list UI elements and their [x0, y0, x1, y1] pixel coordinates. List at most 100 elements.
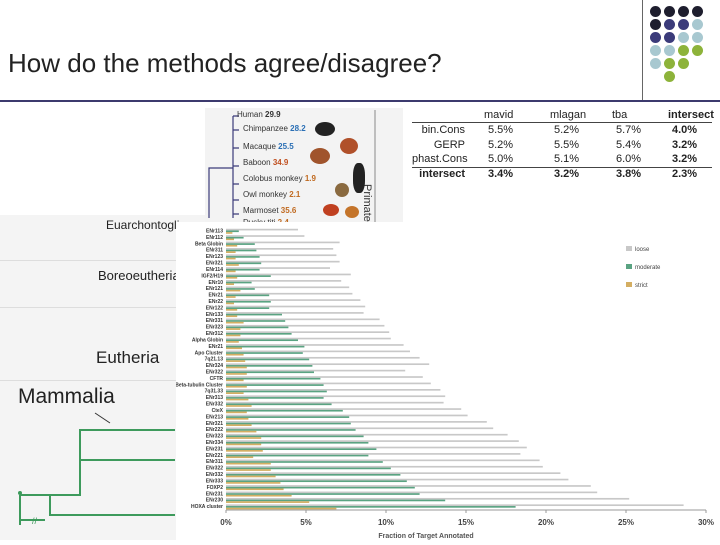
- bar-strict: [226, 379, 244, 382]
- bar-loose: [226, 254, 337, 257]
- decor-dot: [664, 32, 675, 43]
- bar-loose: [226, 395, 446, 398]
- bar-moderate: [226, 339, 298, 342]
- bar-moderate: [226, 473, 401, 476]
- x-tick-label: 10%: [378, 518, 394, 527]
- bar-moderate: [226, 345, 305, 348]
- bar-strict: [226, 296, 236, 298]
- bar-moderate: [226, 384, 324, 386]
- bar-loose: [226, 465, 543, 468]
- table-cell: 5.5%: [488, 124, 514, 136]
- bar-moderate: [226, 256, 260, 258]
- bar-strict: [226, 494, 292, 497]
- bar-moderate: [226, 409, 343, 412]
- bar-strict: [226, 475, 276, 478]
- category-label: ENr122: [206, 305, 223, 311]
- category-label: FOXP2: [207, 485, 224, 491]
- decor-dot: [692, 32, 703, 43]
- category-label: ENr332: [206, 472, 223, 478]
- bar-moderate: [226, 281, 252, 284]
- bar-strict: [226, 232, 233, 234]
- table-column-header: mavid: [484, 109, 514, 121]
- bar-loose: [226, 363, 430, 366]
- species-name: Macaque: [243, 142, 279, 151]
- category-label: ENr331: [206, 318, 223, 324]
- decor-dot: [664, 58, 675, 69]
- bar-strict: [226, 462, 271, 465]
- bar-moderate: [226, 268, 260, 271]
- bar-strict: [226, 353, 244, 356]
- bar-moderate: [226, 230, 239, 233]
- decor-dot: [678, 6, 689, 17]
- bar-loose: [226, 344, 404, 346]
- bar-loose: [226, 369, 406, 372]
- bar-loose: [226, 388, 441, 391]
- table-cell: 5.1%: [554, 153, 580, 165]
- bar-loose: [226, 497, 630, 500]
- table-cell: 5.7%: [616, 124, 642, 136]
- category-label: IGF2/H19: [201, 273, 223, 279]
- bar-moderate: [226, 307, 270, 310]
- category-label: 7q21.13: [205, 357, 224, 363]
- legend-swatch: [626, 282, 632, 287]
- bar-strict: [226, 270, 236, 273]
- bar-moderate: [226, 441, 369, 444]
- species-value: 28.2: [290, 124, 306, 133]
- title-underline: [0, 100, 720, 102]
- bar-strict: [226, 443, 262, 446]
- bar-loose: [226, 433, 508, 436]
- tree-branch: [0, 380, 235, 381]
- category-label: ENr332: [206, 402, 223, 408]
- bar-moderate: [226, 480, 407, 483]
- bar-strict: [226, 302, 234, 305]
- primate-species: Owl monkey 2.1: [243, 190, 300, 199]
- primate-species: Human 29.9: [237, 110, 281, 119]
- table-cell: 3.4%: [488, 167, 514, 180]
- bar-loose: [226, 324, 385, 327]
- decor-dot: [692, 6, 703, 17]
- species-name: Chimpanzee: [243, 124, 291, 133]
- bar-strict: [226, 424, 252, 427]
- category-label: CteX: [212, 408, 224, 414]
- bar-moderate: [226, 320, 286, 322]
- decor-dot: [678, 58, 689, 69]
- bar-loose: [226, 446, 527, 449]
- bar-strict: [226, 398, 249, 401]
- bar-strict: [226, 257, 236, 260]
- colobus-illustration: [353, 163, 365, 193]
- category-label: ENr213: [206, 414, 223, 420]
- bar-moderate: [226, 288, 255, 290]
- category-label: ENr313: [206, 395, 223, 401]
- decor-divider: [642, 0, 643, 100]
- bar-loose: [226, 299, 361, 301]
- bar-moderate: [226, 454, 369, 457]
- bar-loose: [226, 427, 494, 430]
- species-value: 29.9: [265, 110, 281, 119]
- bar-loose: [226, 267, 330, 269]
- baboon-illustration: [310, 148, 330, 164]
- table-cell: 4.0%: [672, 124, 698, 136]
- bar-strict: [226, 276, 238, 279]
- bar-moderate: [226, 358, 310, 361]
- category-label: ENr113: [206, 228, 223, 234]
- decor-dot: [650, 32, 661, 43]
- primate-species: Baboon 34.9: [243, 158, 288, 167]
- primate-species: Macaque 25.5: [243, 142, 294, 151]
- decor-dot: [664, 71, 675, 82]
- species-value: 35.6: [280, 206, 297, 215]
- bar-loose: [226, 292, 353, 295]
- species-name: Marmoset: [243, 206, 281, 215]
- category-label: ENr22: [209, 299, 224, 305]
- bar-loose: [226, 376, 423, 378]
- bar-loose: [226, 247, 334, 250]
- bar-moderate: [226, 294, 270, 297]
- bar-loose: [226, 453, 521, 455]
- table-cell: 5.2%: [488, 138, 514, 151]
- decor-dot: [650, 58, 661, 69]
- primate-species: Marmoset 35.6: [243, 206, 296, 215]
- bar-moderate: [226, 448, 377, 451]
- bar-loose: [226, 280, 342, 282]
- x-tick-label: 15%: [458, 518, 474, 527]
- bar-strict: [226, 411, 247, 414]
- bar-loose: [226, 273, 351, 276]
